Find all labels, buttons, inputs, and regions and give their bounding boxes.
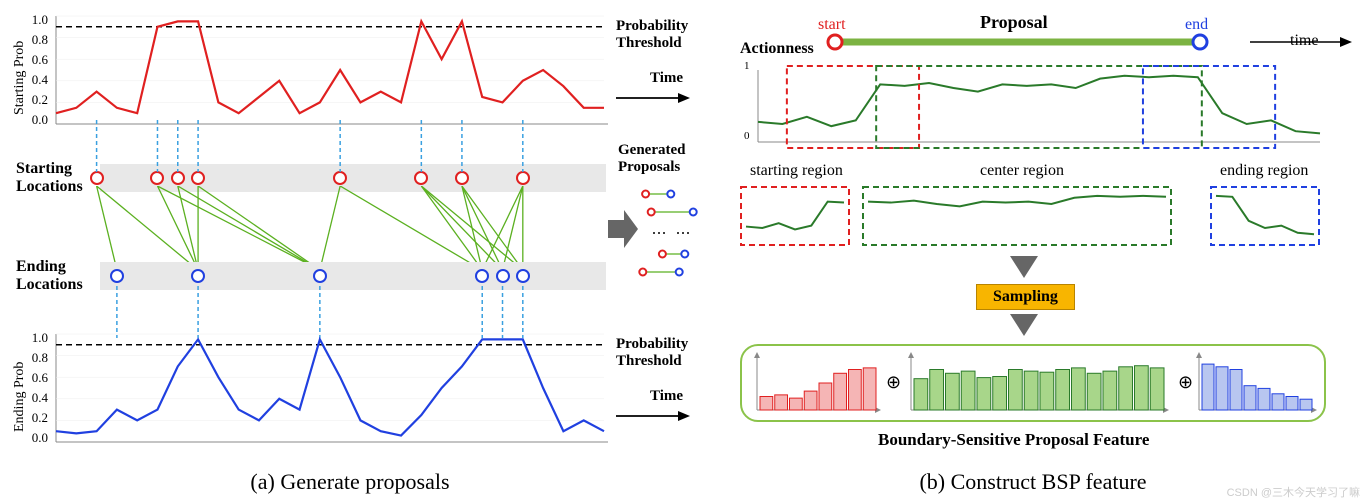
proposal-bar: [730, 32, 1366, 62]
center-region-chart: [862, 186, 1172, 246]
panel-bsp-feature: start Proposal end Actionness time 1 0 s…: [700, 0, 1366, 503]
starting-region-chart: [740, 186, 850, 246]
down-arrow-2: [1010, 314, 1038, 336]
watermark: CSDN @三木今天学习了嘛: [1227, 484, 1360, 500]
proposal-label: Proposal: [980, 12, 1048, 33]
mini-proposals: [636, 186, 702, 286]
actionness-chart: [752, 62, 1332, 152]
end-dash-connectors: [52, 278, 612, 338]
starting-region-label: starting region: [750, 162, 843, 180]
sampling-box: Sampling: [976, 284, 1075, 310]
center-region-label: center region: [980, 162, 1064, 180]
end-time-arrow: [616, 410, 690, 422]
start-threshold-label: Probability Threshold: [616, 18, 700, 52]
end-time-label: Time: [650, 388, 683, 405]
end-threshold-label: Probability Threshold: [616, 336, 700, 370]
generated-proposals-label: Generated Proposals: [618, 142, 698, 176]
actionness-ytick-1: 1: [744, 60, 750, 72]
start-time-arrow: [616, 92, 690, 104]
down-arrow-1: [1010, 256, 1038, 278]
plus-1: ⊕: [886, 372, 901, 393]
starting-prob-chart: [52, 12, 612, 132]
plus-2: ⊕: [1178, 372, 1193, 393]
ending-prob-chart: [52, 330, 612, 450]
bsp-label: Boundary-Sensitive Proposal Feature: [878, 430, 1149, 450]
end-loc-label-1: Ending: [16, 258, 66, 276]
ending-region-label: ending region: [1220, 162, 1308, 180]
panel-generate-proposals: Starting Prob 0.0 0.2 0.4 0.6 0.8 1.0 Pr…: [0, 0, 700, 503]
start-time-label: Time: [650, 70, 683, 87]
to-generated-arrow: [608, 210, 638, 248]
bsp-bars: [745, 348, 1325, 418]
ending-region-chart: [1210, 186, 1320, 246]
panel-a-caption: (a) Generate proposals: [0, 469, 700, 495]
start-dash-connectors: [52, 120, 612, 180]
actionness-ytick-0: 0: [744, 130, 750, 142]
